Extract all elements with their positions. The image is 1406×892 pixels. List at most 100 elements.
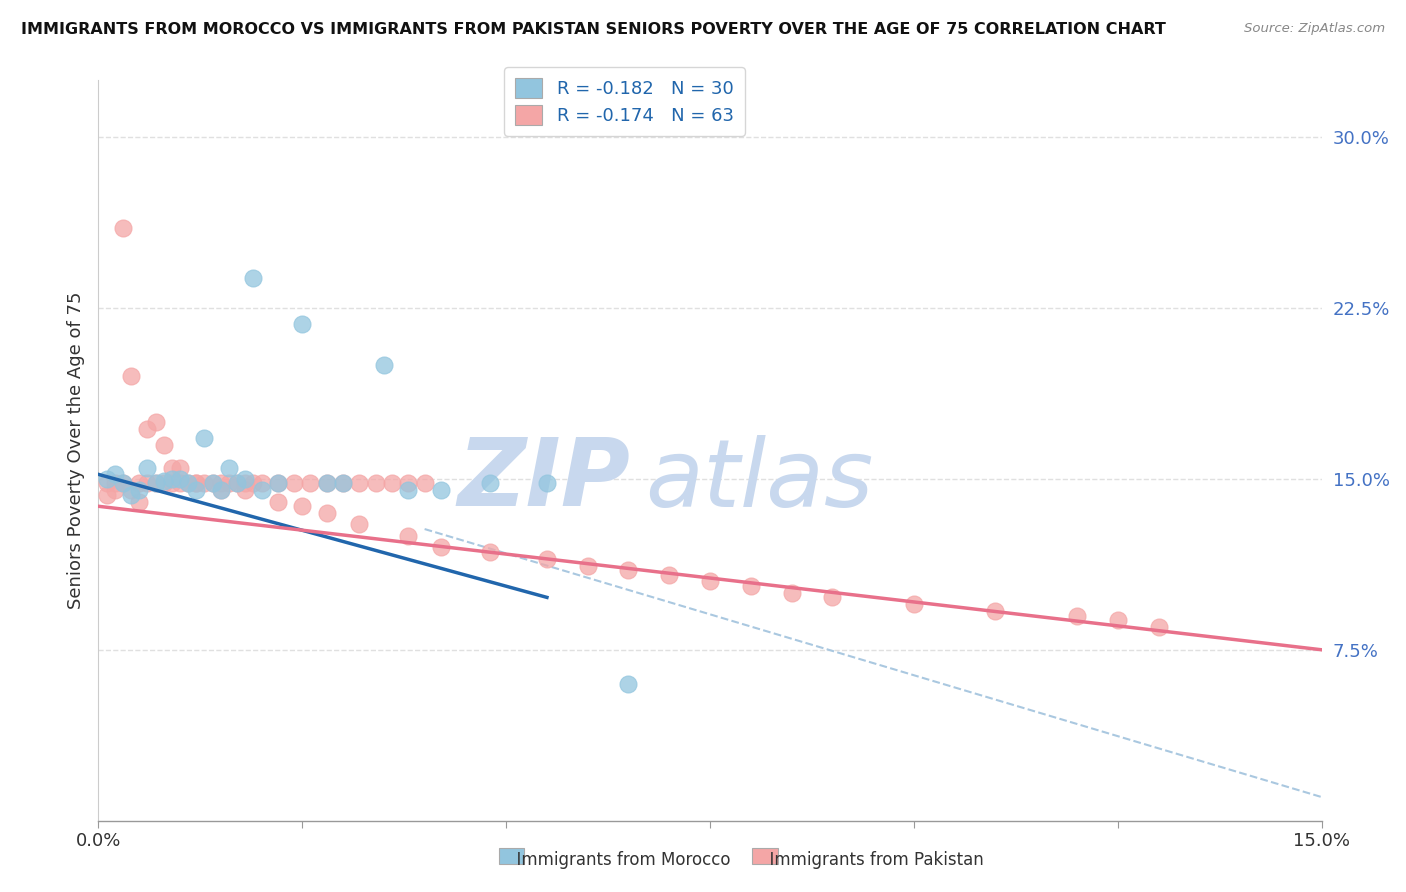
Point <box>740 579 762 593</box>
Point <box>283 476 305 491</box>
Point <box>177 476 200 491</box>
Y-axis label: Seniors Poverty Over the Age of 75: Seniors Poverty Over the Age of 75 <box>66 292 84 609</box>
Point <box>186 483 208 498</box>
Point <box>315 506 337 520</box>
Point <box>478 476 501 491</box>
Point <box>299 476 322 491</box>
Point <box>373 358 395 372</box>
Point <box>315 476 337 491</box>
Point <box>267 476 290 491</box>
Point <box>1107 613 1129 627</box>
Point <box>536 476 558 491</box>
Point <box>136 476 159 491</box>
Point <box>242 476 264 491</box>
Point <box>169 460 191 475</box>
Point <box>291 317 314 331</box>
Point <box>396 529 419 543</box>
Point <box>120 488 142 502</box>
Point <box>1066 608 1088 623</box>
Point <box>430 483 453 498</box>
Point <box>193 431 215 445</box>
Point <box>160 460 183 475</box>
Point <box>250 483 273 498</box>
Point <box>233 476 256 491</box>
Point <box>233 483 256 498</box>
Point <box>186 476 208 491</box>
Text: atlas: atlas <box>645 434 873 525</box>
Point <box>160 472 183 486</box>
Point <box>152 474 174 488</box>
Text: ZIP: ZIP <box>457 434 630 526</box>
Point <box>699 574 721 589</box>
Point <box>536 551 558 566</box>
Point <box>111 221 134 235</box>
Point <box>145 476 167 491</box>
Point <box>267 494 290 508</box>
Point <box>128 494 150 508</box>
Point <box>218 460 240 475</box>
Point <box>617 677 640 691</box>
Point <box>1147 620 1170 634</box>
Point <box>242 271 264 285</box>
Point <box>104 476 127 491</box>
Point <box>250 476 273 491</box>
Point <box>658 567 681 582</box>
Point <box>396 483 419 498</box>
Point <box>111 476 134 491</box>
Point <box>226 476 249 491</box>
Point <box>478 545 501 559</box>
Point <box>169 472 191 486</box>
Legend: R = -0.182   N = 30, R = -0.174   N = 63: R = -0.182 N = 30, R = -0.174 N = 63 <box>505 67 745 136</box>
Point <box>780 586 803 600</box>
Point <box>267 476 290 491</box>
Text: Immigrants from Morocco: Immigrants from Morocco <box>506 851 731 869</box>
Point <box>209 483 232 498</box>
Point <box>177 476 200 491</box>
Point <box>193 476 215 491</box>
Point <box>315 476 337 491</box>
Point <box>96 472 118 486</box>
Point <box>201 476 224 491</box>
FancyBboxPatch shape <box>499 848 524 864</box>
Point <box>128 483 150 498</box>
Point <box>218 476 240 491</box>
Point <box>226 476 249 491</box>
Point <box>430 541 453 555</box>
Point <box>104 483 127 498</box>
Point <box>120 369 142 384</box>
Point <box>96 488 118 502</box>
Point <box>364 476 387 491</box>
Point <box>209 483 232 498</box>
Point <box>984 604 1007 618</box>
Point <box>291 500 314 514</box>
FancyBboxPatch shape <box>752 848 778 864</box>
Point <box>821 591 844 605</box>
Text: Immigrants from Pakistan: Immigrants from Pakistan <box>759 851 984 869</box>
Point <box>145 476 167 491</box>
Point <box>104 467 127 482</box>
Point <box>381 476 404 491</box>
Point <box>396 476 419 491</box>
Point <box>136 460 159 475</box>
Text: IMMIGRANTS FROM MOROCCO VS IMMIGRANTS FROM PAKISTAN SENIORS POVERTY OVER THE AGE: IMMIGRANTS FROM MOROCCO VS IMMIGRANTS FR… <box>21 22 1166 37</box>
Point <box>145 415 167 429</box>
Point <box>186 476 208 491</box>
Point <box>120 483 142 498</box>
Point <box>903 597 925 611</box>
Text: Source: ZipAtlas.com: Source: ZipAtlas.com <box>1244 22 1385 36</box>
Point <box>349 476 371 491</box>
Point <box>349 517 371 532</box>
Point <box>617 563 640 577</box>
Point <box>413 476 436 491</box>
Point <box>152 438 174 452</box>
Point <box>201 476 224 491</box>
Point <box>96 476 118 491</box>
Point <box>332 476 354 491</box>
Point <box>233 472 256 486</box>
Point <box>152 476 174 491</box>
Point <box>209 476 232 491</box>
Point <box>136 422 159 436</box>
Point <box>332 476 354 491</box>
Point <box>111 476 134 491</box>
Point <box>576 558 599 573</box>
